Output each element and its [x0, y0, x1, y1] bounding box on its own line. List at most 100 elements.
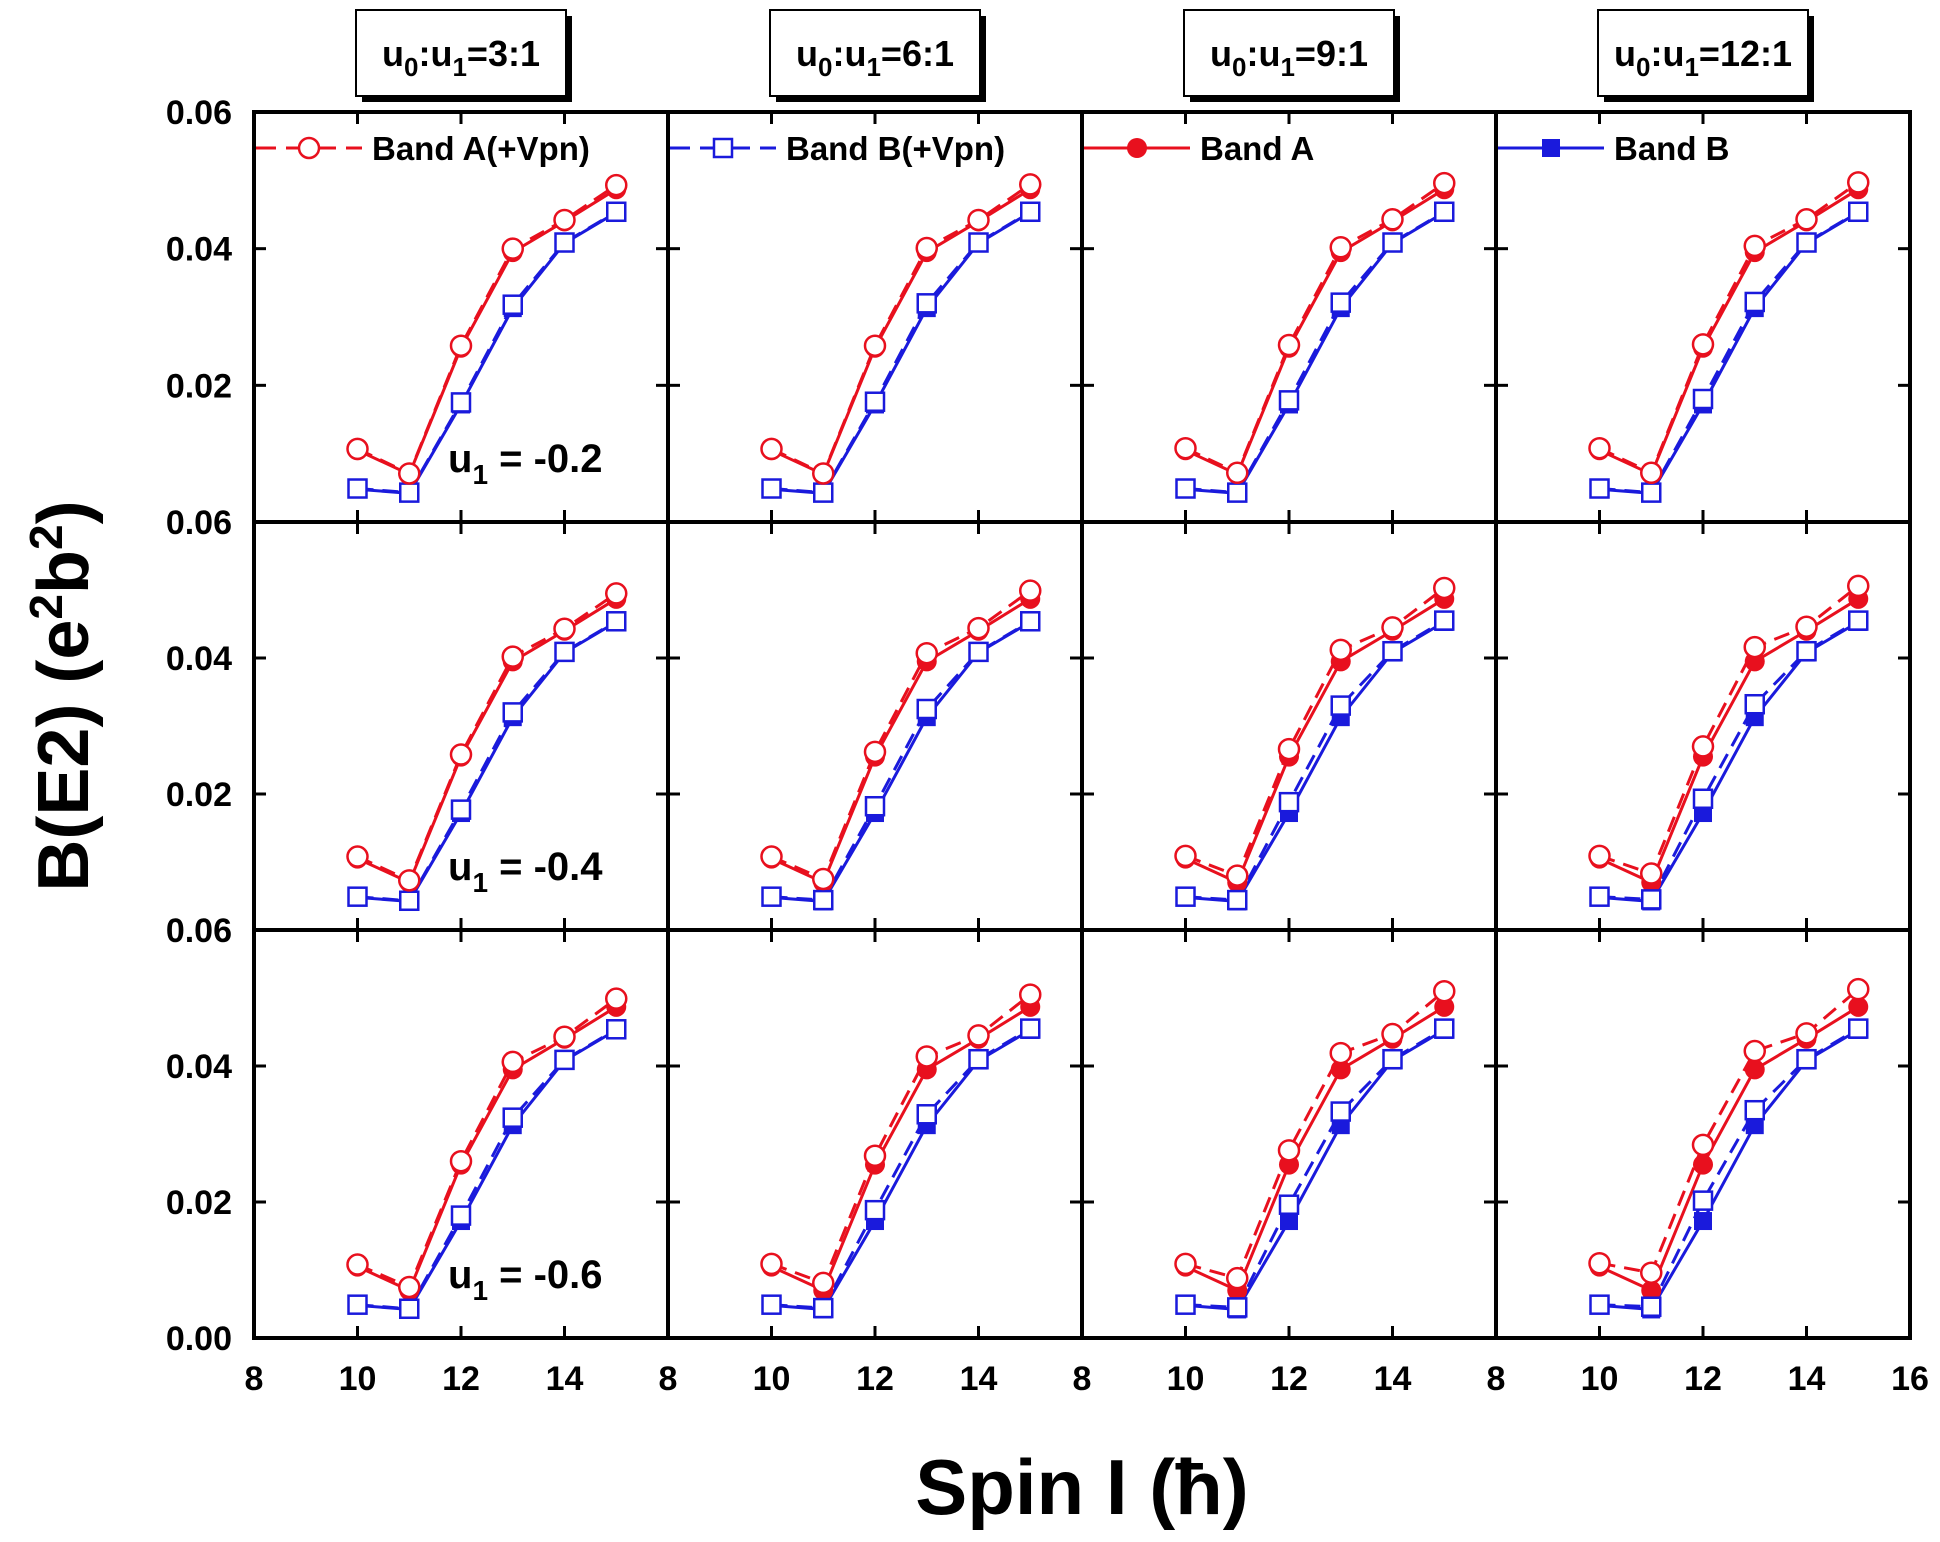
band-a-vpn-point	[1174, 436, 1197, 460]
band-a-vpn-point	[1381, 1022, 1404, 1046]
band-a-point	[1434, 996, 1455, 1017]
band-a-vpn-point	[812, 1271, 835, 1295]
band-a-line	[356, 187, 618, 477]
band-b-vpn-point	[813, 889, 834, 911]
band-a-vpn-line	[770, 183, 1032, 476]
band-b-vpn-point	[1278, 390, 1300, 411]
band-a-vpn-point	[346, 437, 369, 461]
panel-frame	[1494, 110, 1912, 524]
band-a-vpn-point	[812, 867, 835, 891]
text-part: =9:1	[1295, 33, 1368, 74]
band-a-vpn-point	[501, 237, 524, 260]
band-b-vpn-point	[1434, 610, 1455, 631]
band-b-vpn-point	[1744, 693, 1765, 715]
band-a-vpn-point	[1019, 579, 1042, 602]
x-tick-label: 8	[659, 1360, 678, 1398]
band-b-vpn-point	[1434, 1018, 1455, 1039]
band-a-vpn-line	[356, 183, 618, 476]
panel-r3-c2	[666, 928, 1084, 1340]
band-b-vpn-point	[502, 1107, 523, 1128]
band-b-vpn-point	[916, 293, 937, 314]
band-b-vpn-point	[1796, 232, 1817, 253]
panel-r3-c4	[1494, 928, 1912, 1340]
band-a-vpn-point	[346, 845, 369, 868]
text-part: = -0.2	[488, 437, 603, 481]
x-tick-label: 16	[1891, 1360, 1929, 1398]
band-b-vpn-point	[1641, 482, 1662, 503]
band-b-vpn-point	[1848, 201, 1869, 223]
x-tick-label: 8	[1487, 1360, 1506, 1398]
band-b-vpn-point	[554, 1049, 575, 1071]
band-b-vpn-point	[1227, 1297, 1248, 1318]
band-b-vpn-point	[1692, 388, 1714, 410]
band-a-vpn-line	[356, 592, 618, 883]
band-a-vpn-point	[1019, 983, 1042, 1006]
legend-label: Band A(+Vpn)	[372, 130, 590, 167]
band-b-point	[1694, 1212, 1712, 1231]
y-tick-label: 0.02	[166, 776, 232, 814]
text-part: B(E2) (e	[24, 620, 104, 892]
text-part: u	[448, 1253, 472, 1297]
header-box	[769, 9, 981, 97]
panel-frame	[666, 110, 1084, 524]
band-b-vpn-point	[502, 702, 523, 723]
superscript: 2	[20, 594, 72, 620]
band-b-vpn-point	[813, 482, 834, 503]
band-b-vpn-line	[1185, 210, 1446, 495]
band-b-vpn-line	[771, 620, 1032, 902]
x-tick-label: 8	[245, 1360, 264, 1398]
band-b-vpn-point	[1796, 640, 1817, 662]
legend-marker	[297, 136, 321, 160]
column-header: u0:u1=9:1	[1210, 33, 1368, 82]
text-part: )	[24, 500, 104, 524]
band-a-vpn-point	[1795, 1022, 1818, 1045]
band-b-vpn-line	[771, 210, 1032, 495]
legend-label: Band A	[1200, 130, 1314, 167]
band-a-vpn-line	[1599, 584, 1860, 876]
panel-frame	[666, 520, 1084, 932]
band-a-vpn-point	[1743, 1039, 1766, 1063]
band-a-vpn-point	[1433, 979, 1456, 1003]
band-b-vpn-point	[1278, 791, 1300, 813]
band-b-vpn-point	[1692, 788, 1714, 810]
band-a-point	[1744, 1059, 1765, 1080]
legend: Band A(+Vpn) Band B(+Vpn) Band A Band B	[256, 130, 1730, 167]
band-b-vpn-line	[1599, 619, 1860, 901]
band-a-vpn-point	[1588, 844, 1611, 868]
band-a-line	[1598, 187, 1860, 477]
superscript: 2	[20, 524, 72, 550]
band-b-vpn-point	[1589, 1294, 1610, 1315]
band-a-vpn-point	[967, 1024, 990, 1047]
band-a-vpn-point	[1795, 615, 1818, 638]
text-part: =12:1	[1699, 33, 1792, 74]
band-b-vpn-point	[554, 232, 575, 253]
band-b-line	[1599, 620, 1860, 903]
band-b-vpn-point	[399, 890, 420, 912]
band-b-vpn-point	[761, 1294, 782, 1315]
band-b-vpn-point	[1278, 1194, 1300, 1215]
band-b-vpn-point	[554, 641, 575, 663]
column-header: u0:u1=6:1	[796, 33, 954, 82]
band-b-vpn-point	[1330, 1101, 1351, 1122]
y-tick-label: 0.04	[166, 1048, 232, 1086]
band-b-vpn-point	[502, 294, 523, 315]
band-a-vpn-point	[398, 1275, 421, 1299]
band-b-vpn-point	[1744, 1099, 1765, 1121]
legend-label: Band B	[1614, 130, 1730, 167]
x-tick-label: 10	[339, 1360, 377, 1398]
band-b-vpn-point	[606, 611, 627, 632]
band-a-vpn-point	[605, 582, 628, 605]
subscript: 1	[472, 867, 488, 898]
panel-r1-c3	[1080, 110, 1498, 524]
panels	[252, 110, 1912, 1340]
band-a-vpn-point	[1743, 234, 1766, 258]
panel-r2-c1	[252, 520, 670, 932]
band-a-vpn-point	[760, 845, 783, 868]
y-tick-label: 0.06	[166, 504, 232, 542]
band-b-vpn-point	[968, 1048, 989, 1070]
band-a-vpn-point	[1174, 1252, 1197, 1276]
panel-r2-c3	[1080, 520, 1498, 932]
band-b-line	[771, 620, 1032, 903]
band-b-point	[1280, 1212, 1298, 1231]
row-annotation: u1 = -0.6	[448, 1253, 603, 1306]
